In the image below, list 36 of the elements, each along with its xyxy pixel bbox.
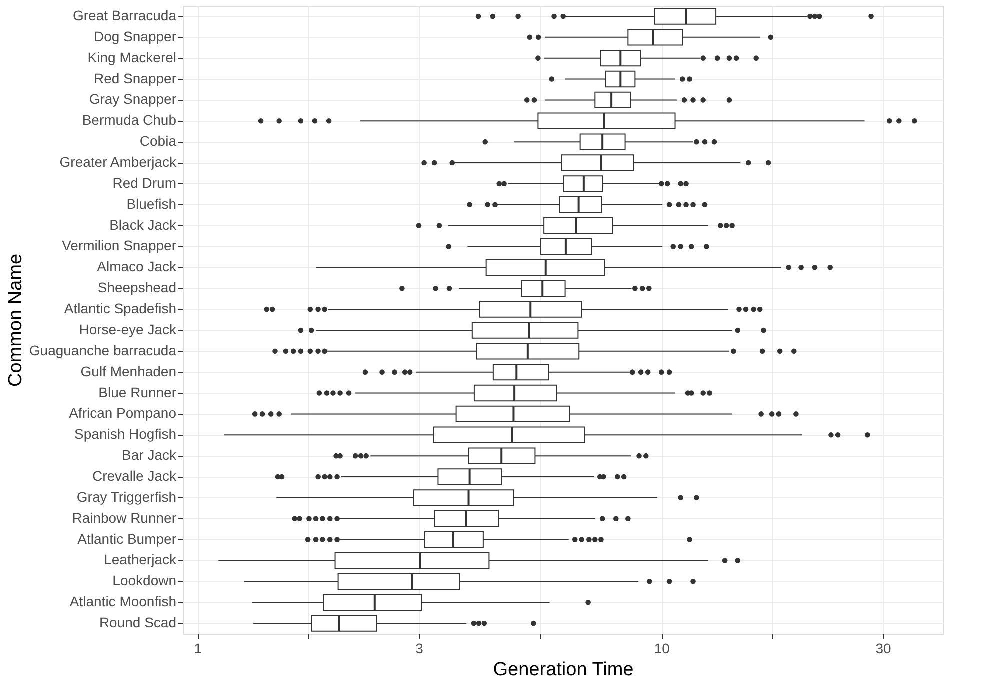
y-tick-label: Gray Snapper xyxy=(89,91,177,108)
x-tick-label: 30 xyxy=(876,640,892,656)
y-tick-label: Round Scad xyxy=(99,614,176,631)
y-tick-label: Gray Triggerfish xyxy=(76,488,176,505)
y-tick-label: Bluefish xyxy=(126,196,176,212)
y-tick-label: Atlantic Bumper xyxy=(78,530,177,547)
y-tick-label: Sheepshead xyxy=(98,280,176,296)
y-tick-label: Vermilion Snapper xyxy=(62,238,177,254)
y-tick-label: Greater Amberjack xyxy=(60,154,178,170)
y-tick-label: Blue Runner xyxy=(98,384,177,400)
y-tick-label: Bermuda Chub xyxy=(82,112,177,128)
x-tick-label: 10 xyxy=(654,640,670,656)
y-tick-label: Guaguanche barracuda xyxy=(29,342,177,358)
y-tick-label: Atlantic Moonfish xyxy=(70,594,176,610)
y-tick-label: Gulf Menhaden xyxy=(80,363,176,380)
x-tick-label: 3 xyxy=(416,640,424,656)
y-tick-label: Rainbow Runner xyxy=(72,510,177,526)
y-tick-label: Black Jack xyxy=(110,216,178,233)
x-tick-label: 1 xyxy=(194,640,202,656)
y-tick-label: Red Snapper xyxy=(94,70,177,86)
y-tick-label: Almaco Jack xyxy=(97,258,178,275)
y-tick-label: Crevalle Jack xyxy=(92,468,178,484)
y-axis-title: Common Name xyxy=(5,254,26,388)
y-tick-label: Horse-eye Jack xyxy=(79,321,178,338)
y-tick-label: African Pompano xyxy=(69,405,177,422)
y-tick-label: Spanish Hogfish xyxy=(74,426,176,442)
x-axis-title: Generation Time xyxy=(493,660,634,680)
y-tick-label: Bar Jack xyxy=(122,447,178,464)
y-tick-label: Leatherjack xyxy=(104,552,178,568)
y-tick-label: Cobia xyxy=(140,133,177,150)
y-tick-label: King Mackerel xyxy=(88,49,176,66)
y-tick-label: Lookdown xyxy=(112,572,176,589)
y-tick-label: Red Drum xyxy=(112,174,176,191)
y-tick-label: Great Barracuda xyxy=(73,7,177,24)
y-tick-label: Dog Snapper xyxy=(94,28,177,44)
y-tick-label: Atlantic Spadefish xyxy=(64,300,176,317)
